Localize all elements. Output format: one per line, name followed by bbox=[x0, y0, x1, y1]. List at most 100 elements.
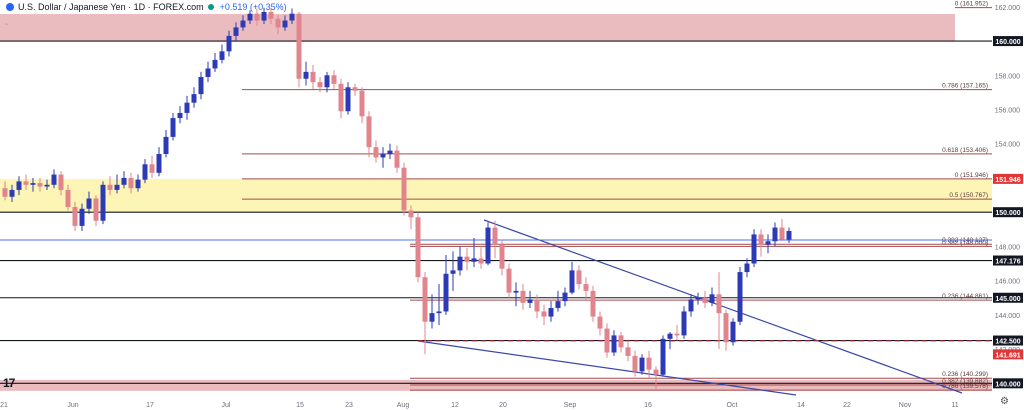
candle[interactable] bbox=[702, 290, 708, 309]
candle[interactable] bbox=[555, 290, 561, 312]
candle[interactable] bbox=[478, 246, 484, 269]
candle[interactable] bbox=[548, 301, 554, 322]
candle[interactable] bbox=[359, 87, 365, 124]
candle[interactable] bbox=[191, 87, 197, 108]
candle[interactable] bbox=[65, 184, 71, 211]
candle[interactable] bbox=[121, 171, 127, 189]
candle[interactable] bbox=[93, 195, 99, 226]
candle[interactable] bbox=[247, 10, 253, 24]
candle[interactable] bbox=[569, 261, 575, 295]
candle[interactable] bbox=[450, 251, 456, 291]
candle[interactable] bbox=[240, 15, 246, 31]
candle[interactable] bbox=[380, 147, 386, 168]
candle[interactable] bbox=[562, 287, 568, 307]
candle[interactable] bbox=[457, 246, 463, 276]
candle[interactable] bbox=[688, 294, 694, 317]
candle[interactable] bbox=[611, 330, 617, 356]
candle[interactable] bbox=[324, 71, 330, 93]
candle[interactable] bbox=[534, 294, 540, 319]
candle[interactable] bbox=[310, 65, 316, 89]
candle[interactable] bbox=[317, 77, 323, 93]
candle[interactable] bbox=[772, 222, 778, 247]
candle[interactable] bbox=[170, 112, 176, 141]
candle[interactable] bbox=[16, 176, 22, 196]
candle[interactable] bbox=[597, 311, 603, 336]
candle[interactable] bbox=[58, 171, 64, 196]
candle[interactable] bbox=[681, 306, 687, 339]
candle[interactable] bbox=[254, 8, 260, 26]
candle[interactable] bbox=[709, 287, 715, 307]
candle[interactable] bbox=[415, 212, 421, 283]
candle[interactable] bbox=[513, 282, 519, 307]
candle[interactable] bbox=[114, 174, 120, 194]
candle[interactable] bbox=[352, 83, 358, 96]
candle[interactable] bbox=[331, 70, 337, 89]
candle[interactable] bbox=[282, 15, 288, 31]
candle[interactable] bbox=[744, 258, 750, 278]
candle[interactable] bbox=[142, 159, 148, 184]
candle[interactable] bbox=[765, 234, 771, 254]
candle[interactable] bbox=[786, 227, 792, 243]
candle[interactable] bbox=[429, 294, 435, 329]
candle[interactable] bbox=[394, 145, 400, 173]
candle[interactable] bbox=[296, 11, 302, 88]
candle[interactable] bbox=[338, 78, 344, 119]
candle[interactable] bbox=[128, 172, 134, 194]
chart-title[interactable]: U.S. Dollar / Japanese Yen · 1D · FOREX.… bbox=[18, 2, 204, 12]
candle[interactable] bbox=[72, 201, 78, 232]
candle[interactable] bbox=[408, 205, 414, 230]
candle[interactable] bbox=[79, 203, 85, 232]
candle[interactable] bbox=[716, 272, 722, 350]
candle[interactable] bbox=[625, 342, 631, 362]
candle[interactable] bbox=[387, 143, 393, 160]
candle[interactable] bbox=[44, 179, 50, 190]
candle[interactable] bbox=[618, 331, 624, 353]
candle[interactable] bbox=[653, 366, 659, 391]
candle[interactable] bbox=[156, 147, 162, 177]
candle[interactable] bbox=[51, 169, 57, 189]
candle[interactable] bbox=[275, 15, 281, 35]
candle[interactable] bbox=[289, 8, 295, 24]
candle[interactable] bbox=[373, 140, 379, 163]
candle[interactable] bbox=[345, 82, 351, 115]
candle[interactable] bbox=[730, 318, 736, 346]
candle[interactable] bbox=[758, 229, 764, 257]
candle[interactable] bbox=[401, 162, 407, 216]
candle[interactable] bbox=[443, 254, 449, 315]
candle[interactable] bbox=[233, 22, 239, 42]
candle[interactable] bbox=[205, 61, 211, 83]
candle[interactable] bbox=[163, 130, 169, 158]
candle[interactable] bbox=[135, 174, 141, 192]
candle[interactable] bbox=[751, 229, 757, 267]
candle[interactable] bbox=[2, 181, 8, 201]
candle[interactable] bbox=[184, 95, 190, 120]
candle[interactable] bbox=[198, 71, 204, 100]
candle[interactable] bbox=[149, 155, 155, 178]
candle[interactable] bbox=[177, 106, 183, 124]
candle[interactable] bbox=[492, 220, 498, 259]
candle[interactable] bbox=[695, 292, 701, 305]
candle[interactable] bbox=[576, 265, 582, 290]
candle[interactable] bbox=[723, 309, 729, 351]
candle[interactable] bbox=[366, 111, 372, 158]
candle[interactable] bbox=[422, 272, 428, 355]
candle[interactable] bbox=[520, 284, 526, 310]
candle[interactable] bbox=[303, 61, 309, 86]
candle[interactable] bbox=[30, 177, 36, 192]
candle[interactable] bbox=[639, 354, 645, 375]
candle[interactable] bbox=[674, 325, 680, 341]
candle[interactable] bbox=[86, 191, 92, 214]
candle[interactable] bbox=[23, 174, 29, 190]
candle[interactable] bbox=[527, 290, 533, 309]
candle[interactable] bbox=[667, 331, 673, 350]
candle[interactable] bbox=[583, 277, 589, 302]
candle[interactable] bbox=[100, 181, 106, 225]
candle[interactable] bbox=[471, 237, 477, 267]
candle[interactable] bbox=[464, 248, 470, 271]
candle[interactable] bbox=[590, 285, 596, 322]
candle[interactable] bbox=[506, 263, 512, 298]
candle[interactable] bbox=[485, 222, 491, 266]
candle[interactable] bbox=[212, 53, 218, 72]
candle[interactable] bbox=[737, 266, 743, 326]
